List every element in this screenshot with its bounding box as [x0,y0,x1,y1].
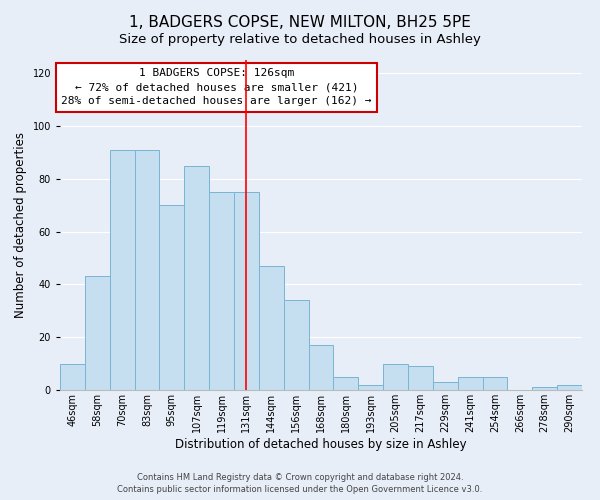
Bar [110,150,134,390]
Bar [383,364,408,390]
Bar [184,166,209,390]
Bar [532,388,557,390]
Bar [482,377,508,390]
Bar [234,192,259,390]
Bar [458,377,482,390]
Bar [557,384,582,390]
Bar [308,345,334,390]
Bar [85,276,110,390]
Bar [358,384,383,390]
Text: 1 BADGERS COPSE: 126sqm
← 72% of detached houses are smaller (421)
28% of semi-d: 1 BADGERS COPSE: 126sqm ← 72% of detache… [61,68,372,106]
Bar [433,382,458,390]
X-axis label: Distribution of detached houses by size in Ashley: Distribution of detached houses by size … [175,438,467,450]
Text: Contains HM Land Registry data © Crown copyright and database right 2024.
Contai: Contains HM Land Registry data © Crown c… [118,473,482,494]
Bar [259,266,284,390]
Bar [284,300,308,390]
Y-axis label: Number of detached properties: Number of detached properties [14,132,27,318]
Bar [160,205,184,390]
Bar [334,377,358,390]
Text: Size of property relative to detached houses in Ashley: Size of property relative to detached ho… [119,32,481,46]
Bar [209,192,234,390]
Bar [408,366,433,390]
Bar [60,364,85,390]
Bar [134,150,160,390]
Text: 1, BADGERS COPSE, NEW MILTON, BH25 5PE: 1, BADGERS COPSE, NEW MILTON, BH25 5PE [129,15,471,30]
